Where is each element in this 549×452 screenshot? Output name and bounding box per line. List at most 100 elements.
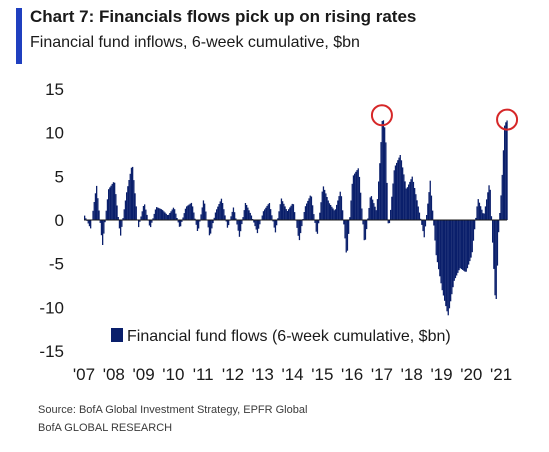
bar (212, 220, 214, 224)
bar (283, 203, 285, 220)
bar (386, 182, 388, 220)
bar (470, 220, 472, 258)
highlight-circle (370, 104, 393, 127)
bar (458, 220, 460, 271)
bar (142, 206, 145, 220)
bar (138, 220, 140, 228)
bar (396, 162, 398, 220)
legend: Financial fund flows (6-week cumulative,… (111, 328, 451, 345)
bar (175, 213, 177, 220)
bar (343, 220, 345, 225)
bar (174, 209, 176, 220)
bar (247, 207, 249, 220)
bar (480, 206, 482, 220)
bar (358, 176, 361, 220)
bar (261, 215, 263, 220)
bar (115, 194, 117, 220)
bar (232, 207, 235, 220)
bar (288, 209, 290, 220)
bar (285, 209, 287, 220)
x-tick-label: '21 (490, 365, 512, 384)
bar (112, 182, 115, 220)
bar (199, 220, 201, 222)
bar (238, 220, 241, 237)
bar (224, 215, 226, 220)
bar (339, 191, 341, 220)
bar (445, 220, 447, 307)
bar (362, 220, 364, 225)
bar (118, 220, 121, 229)
bar (88, 220, 91, 227)
bar (499, 213, 501, 220)
bar (484, 206, 487, 220)
bar (94, 193, 97, 220)
bar (400, 160, 403, 220)
bar (463, 220, 465, 271)
bar (422, 220, 424, 232)
bar (114, 182, 116, 220)
bar (156, 207, 158, 220)
bar (500, 195, 502, 220)
bar (240, 220, 242, 232)
x-tick-label: '16 (341, 365, 363, 384)
bar (300, 220, 302, 234)
bar (414, 188, 416, 220)
bar (298, 220, 301, 241)
bar (84, 215, 86, 220)
bar (220, 198, 223, 220)
bar (411, 176, 413, 220)
bar (92, 210, 94, 220)
bar (428, 192, 430, 220)
bar (363, 220, 365, 241)
bar (361, 208, 363, 220)
bar (258, 220, 260, 229)
bar (211, 220, 213, 229)
bar (109, 187, 111, 220)
chart-title: Chart 7: Financials flows pick up on ris… (30, 7, 417, 26)
bar (416, 200, 418, 220)
bar (483, 213, 485, 220)
bar (189, 203, 191, 220)
x-tick-label: '14 (281, 365, 303, 384)
bar (332, 208, 334, 220)
bar (244, 203, 247, 220)
bar (236, 220, 238, 225)
bar (398, 157, 400, 220)
bar (360, 192, 362, 220)
bar (462, 220, 464, 270)
bar (166, 215, 169, 220)
bar (370, 196, 373, 220)
bar (466, 220, 469, 269)
bar (348, 220, 350, 234)
bar (301, 220, 303, 227)
bar (337, 200, 339, 220)
bar (308, 198, 310, 220)
bar (294, 212, 296, 220)
bar (392, 183, 394, 220)
bar (171, 209, 173, 220)
x-axis: '07 '08 '09 '10 '11 '12 '13 '14 '15 '16 '17 '18 '19 '… (73, 365, 512, 384)
bar (255, 220, 257, 230)
bar (435, 220, 437, 256)
bar (315, 220, 317, 232)
bar (488, 185, 490, 220)
bar (207, 220, 209, 228)
bar (279, 204, 281, 220)
bar (87, 220, 89, 224)
bar (459, 220, 461, 269)
bar (159, 208, 161, 220)
bar (270, 209, 272, 220)
bar (326, 197, 328, 220)
bar (168, 214, 170, 220)
bar (352, 175, 355, 220)
bar (249, 212, 251, 220)
x-tick-label: '12 (222, 365, 244, 384)
title-accent-bar (16, 8, 22, 64)
bar (196, 220, 199, 231)
bar (420, 218, 422, 220)
bar (134, 193, 136, 220)
bar (482, 213, 484, 220)
bar (318, 220, 320, 224)
bar (369, 197, 371, 220)
y-tick-label: -10 (39, 298, 64, 317)
